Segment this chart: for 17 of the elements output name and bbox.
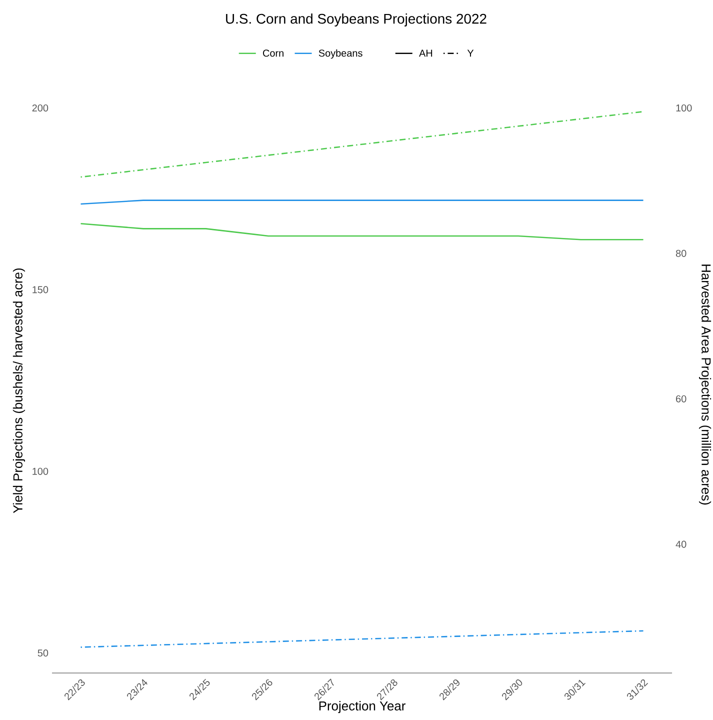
y-axis-title: Yield Projections (bushels/ harvested acre) <box>12 268 26 514</box>
y-tick-label: 200 <box>32 104 48 112</box>
text: AH <box>419 50 432 57</box>
y-tick-label: 150 <box>32 286 48 294</box>
legend-label: Soybeans <box>318 49 362 59</box>
y2-tick-label: 60 <box>676 395 686 402</box>
x-axis-title: Projection Year <box>319 700 406 714</box>
line-series <box>80 110 644 178</box>
y2-tick-label: 100 <box>676 104 692 112</box>
legend-label: Corn <box>263 50 284 57</box>
y-tick-label: 50 <box>38 649 48 657</box>
y2-axis-title: Harvested Area Projections (million acres) <box>698 264 712 505</box>
chart-title: U.S. Corn and Soybeans Projections 2022 <box>226 13 486 26</box>
y2-tick-label: 80 <box>676 250 686 257</box>
y-tick-label: 100 <box>32 468 48 475</box>
text: Y <box>467 50 474 57</box>
y2-tick-label: 40 <box>676 540 686 548</box>
